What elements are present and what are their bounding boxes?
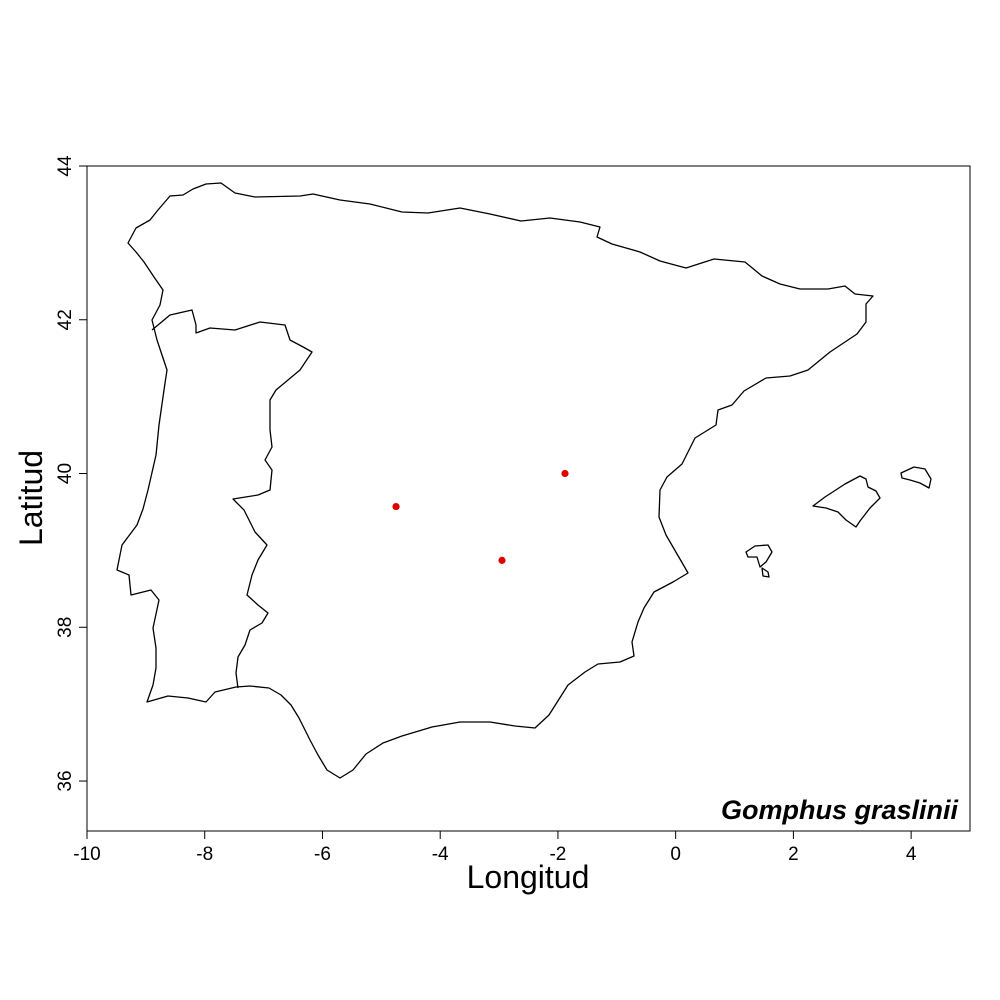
iberian-peninsula-outline bbox=[116, 182, 874, 779]
y-tick-label: 40 bbox=[55, 463, 76, 484]
balearic-islands bbox=[745, 466, 932, 578]
menorca-outline bbox=[900, 466, 932, 489]
ibiza-outline bbox=[745, 544, 773, 568]
x-tick-label: -8 bbox=[196, 844, 213, 865]
x-tick-label: -4 bbox=[432, 844, 449, 865]
occurrence-point bbox=[392, 502, 400, 511]
x-tick-label: 4 bbox=[906, 844, 917, 865]
x-tick-label: -6 bbox=[314, 844, 331, 865]
species-name: Gomphus graslinii bbox=[721, 795, 959, 825]
coastline-iberia bbox=[116, 182, 874, 779]
y-tick-label: 38 bbox=[55, 617, 76, 638]
y-tick-label: 36 bbox=[55, 770, 76, 791]
spain-portugal-border bbox=[151, 309, 313, 689]
occurrence-point bbox=[498, 556, 506, 564]
x-tick-label: 0 bbox=[670, 844, 681, 865]
x-tick-label: -10 bbox=[73, 844, 100, 865]
plot-frame bbox=[86, 165, 971, 832]
occurrence-points bbox=[392, 469, 569, 564]
x-axis: -10 -8 -6 -4 -2 0 2 4 bbox=[73, 830, 970, 865]
x-axis-title: Longitud bbox=[467, 859, 590, 895]
x-tick-label: 2 bbox=[788, 844, 799, 865]
y-axis-title: Latitud bbox=[13, 450, 49, 546]
occurrence-point bbox=[561, 469, 569, 478]
y-tick-label: 42 bbox=[55, 309, 76, 330]
y-tick-label: 44 bbox=[55, 155, 76, 177]
mallorca-outline bbox=[812, 475, 881, 528]
formentera-outline bbox=[761, 567, 770, 578]
x-tick-label: -2 bbox=[549, 844, 566, 865]
y-axis: 36 38 40 42 44 bbox=[55, 155, 88, 831]
